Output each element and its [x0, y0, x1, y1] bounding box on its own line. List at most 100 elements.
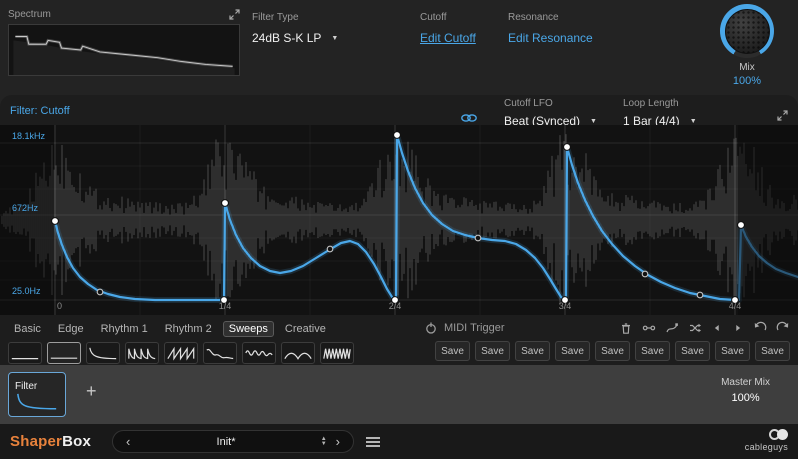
- filter-module-wave-icon: [17, 393, 57, 410]
- save-slot-button-4[interactable]: Save: [555, 341, 590, 361]
- midi-trigger-label: MIDI Trigger: [444, 322, 505, 334]
- save-slot-button-5[interactable]: Save: [595, 341, 630, 361]
- menu-button[interactable]: [366, 437, 380, 447]
- wave-thumb-multi-decay[interactable]: [125, 342, 159, 364]
- master-mix-block: Master Mix 100%: [721, 377, 770, 404]
- midi-trigger-toggle[interactable]: MIDI Trigger: [424, 321, 505, 335]
- filter-type-value: 24dB S-K LP: [252, 31, 322, 45]
- next-wave-button[interactable]: [732, 321, 744, 335]
- preset-prev-button[interactable]: ‹: [126, 434, 131, 449]
- wave-thumb-flat-2[interactable]: [47, 342, 81, 364]
- mix-value[interactable]: 100%: [732, 75, 762, 87]
- undo-button[interactable]: [753, 321, 767, 335]
- spectrum-block: Spectrum: [8, 8, 240, 76]
- tab-creative[interactable]: Creative: [284, 323, 326, 335]
- wave-thumb-zigzag[interactable]: [320, 342, 354, 364]
- wave-thumb-flat[interactable]: [8, 342, 42, 364]
- save-slot-button-2[interactable]: Save: [475, 341, 510, 361]
- save-slot-button-1[interactable]: Save: [435, 341, 470, 361]
- save-slot-button-6[interactable]: Save: [635, 341, 670, 361]
- filter-module-label: Filter: [15, 381, 38, 392]
- chain-link-icon[interactable]: [460, 112, 478, 124]
- wave-thumb-humps[interactable]: [281, 342, 315, 364]
- wave-thumb-smooth[interactable]: [203, 342, 237, 364]
- preset-next-button[interactable]: ›: [335, 434, 340, 449]
- wave-thumb-decay[interactable]: [86, 342, 120, 364]
- freq-label-max[interactable]: 18.1kHz: [12, 131, 46, 141]
- filter-type-label: Filter Type: [252, 12, 299, 23]
- editor-expand-icon[interactable]: [777, 110, 788, 121]
- prev-wave-icon: [714, 325, 719, 331]
- tab-rhythm-1[interactable]: Rhythm 1: [100, 323, 148, 335]
- next-wave-icon: [736, 325, 741, 331]
- resonance-label: Resonance: [508, 12, 559, 23]
- preset-bar: ‹ Init* ▲ ▼ ›: [112, 430, 354, 453]
- beat-label-1: 1/4: [218, 301, 232, 311]
- lfo-curve-canvas[interactable]: [0, 125, 798, 315]
- delete-wave-button[interactable]: [619, 321, 633, 335]
- save-slot-button-7[interactable]: Save: [675, 341, 710, 361]
- spectrum-label: Spectrum: [8, 9, 51, 20]
- cutoff-lfo-label: Cutoff LFO: [504, 98, 553, 109]
- loop-length-dropdown[interactable]: 1 Bar (4/4) ▼: [623, 114, 697, 128]
- mix-block: Mix 100%: [714, 4, 780, 87]
- wave-preset-row: Basic Edge Rhythm 1 Rhythm 2 Sweeps Crea…: [0, 315, 798, 365]
- preset-updown-icon[interactable]: ▲ ▼: [320, 435, 327, 447]
- draw-mode-button[interactable]: [665, 321, 679, 335]
- redo-icon: [776, 321, 789, 331]
- randomize-button[interactable]: [688, 321, 702, 335]
- spectrum-curve-icon: [13, 35, 235, 75]
- lfo-mode-dropdown[interactable]: Beat (Synced) ▼: [504, 114, 597, 128]
- lfo-panel-header: Filter: Cutoff Cutoff LFO Beat (Synced) …: [0, 95, 798, 128]
- preset-name[interactable]: Init*: [216, 435, 236, 448]
- spectrum-expand-icon[interactable]: [229, 9, 240, 20]
- mix-knob-face: [724, 8, 770, 54]
- wave-category-tabs: Basic Edge Rhythm 1 Rhythm 2 Sweeps Crea…: [8, 320, 354, 338]
- prev-wave-button[interactable]: [711, 321, 723, 335]
- beat-label-3: 3/4: [558, 301, 572, 311]
- edit-resonance-link[interactable]: Edit Resonance: [508, 31, 593, 45]
- master-mix-label: Master Mix: [721, 377, 770, 388]
- link-nodes-icon: [642, 325, 656, 331]
- save-slot-button-3[interactable]: Save: [515, 341, 550, 361]
- dropdown-caret-icon: ▼: [590, 117, 597, 125]
- add-module-button[interactable]: +: [86, 381, 97, 401]
- save-slot-button-8[interactable]: Save: [715, 341, 750, 361]
- master-mix-value[interactable]: 100%: [731, 392, 760, 404]
- beat-label-0: 0: [57, 301, 63, 311]
- trash-icon: [622, 323, 630, 334]
- redo-button[interactable]: [776, 321, 790, 335]
- shaperbox-logo: ShaperBox: [10, 433, 91, 450]
- beat-label-4: 4/4: [728, 301, 742, 311]
- wave-save-slots: Save Save Save Save Save Save Save Save …: [435, 341, 790, 361]
- lfo-editor[interactable]: 18.1kHz 672Hz 25.0Hz 0 1/4 2/4 3/4 4/4: [0, 125, 798, 315]
- save-slot-button-9[interactable]: Save: [755, 341, 790, 361]
- tab-sweeps[interactable]: Sweeps: [222, 321, 274, 337]
- draw-icon: [666, 323, 678, 333]
- edit-cutoff-link[interactable]: Edit Cutoff: [420, 31, 476, 45]
- beat-label-2: 2/4: [388, 301, 402, 311]
- loop-length-value: 1 Bar (4/4): [622, 114, 680, 128]
- lfo-mode-value: Beat (Synced): [504, 114, 581, 128]
- tab-basic[interactable]: Basic: [14, 323, 41, 335]
- wave-thumb-wiggle[interactable]: [242, 342, 276, 364]
- filter-module-card[interactable]: Filter: [8, 372, 66, 417]
- filter-type-dropdown[interactable]: 24dB S-K LP ▼: [252, 31, 338, 45]
- wave-thumb-saw[interactable]: [164, 342, 198, 364]
- footer-bar: ShaperBox ‹ Init* ▲ ▼ › cableguys: [0, 424, 798, 459]
- mix-knob[interactable]: [720, 4, 774, 58]
- tab-edge[interactable]: Edge: [57, 323, 84, 335]
- cableguys-brand-text: cableguys: [744, 442, 788, 452]
- snap-points-button[interactable]: [642, 321, 656, 335]
- cableguys-logo-icon: [769, 429, 788, 440]
- dropdown-caret-icon: ▼: [689, 117, 697, 125]
- tab-rhythm-2[interactable]: Rhythm 2: [164, 323, 212, 335]
- freq-label-mid[interactable]: 672Hz: [12, 203, 39, 213]
- power-icon: [426, 322, 436, 334]
- wave-tools: [619, 321, 790, 335]
- randomize-icon: [690, 323, 701, 333]
- logo-shaper-text: Shaper: [10, 433, 63, 450]
- cableguys-logo[interactable]: cableguys: [745, 429, 788, 452]
- freq-label-min[interactable]: 25.0Hz: [12, 286, 41, 296]
